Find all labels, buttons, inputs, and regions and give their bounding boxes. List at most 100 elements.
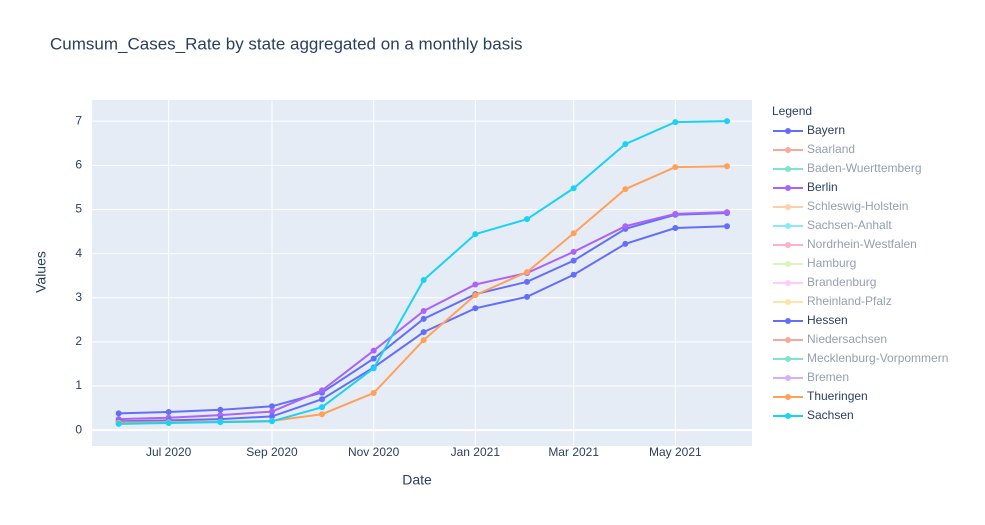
legend-item[interactable]: Bremen	[773, 370, 849, 384]
legend-label: Brandenburg	[807, 275, 876, 289]
data-point	[420, 329, 427, 336]
y-tick-label: 5	[75, 202, 82, 216]
legend-item[interactable]: Schleswig-Holstein	[773, 199, 908, 213]
y-tick-label: 0	[75, 422, 82, 436]
data-point	[570, 257, 577, 264]
data-point	[115, 410, 122, 417]
data-point	[672, 164, 679, 171]
x-tick-label: Jan 2021	[451, 445, 501, 459]
legend-item[interactable]: Niedersachsen	[773, 332, 887, 346]
data-point	[165, 409, 172, 416]
y-tick-label: 2	[75, 334, 82, 348]
legend-marker	[785, 394, 791, 400]
data-point	[570, 271, 577, 278]
x-tick-label: May 2021	[649, 445, 702, 459]
legend-label: Schleswig-Holstein	[807, 199, 908, 213]
legend-item[interactable]: Nordrhein-Westfalen	[773, 237, 917, 251]
legend-label: Sachsen	[807, 408, 854, 422]
legend-marker	[785, 318, 791, 324]
data-point	[524, 216, 530, 223]
data-point	[115, 420, 122, 427]
data-point	[269, 413, 275, 420]
legend-item[interactable]: Rheinland-Pfalz	[773, 294, 892, 308]
legend-item[interactable]: Berlin	[773, 180, 838, 194]
legend-label: Mecklenburg-Vorpommern	[807, 351, 948, 365]
y-tick-label: 7	[75, 113, 82, 127]
x-tick-label: Jul 2020	[146, 445, 192, 459]
data-point	[370, 355, 377, 362]
data-point	[472, 281, 479, 288]
legend-marker	[785, 242, 791, 248]
legend-item[interactable]: Sachsen-Anhalt	[773, 218, 892, 232]
data-point	[570, 230, 577, 237]
legend-item[interactable]: Thueringen	[773, 389, 868, 403]
legend-item[interactable]: Bayern	[773, 123, 845, 137]
legend-label: Bremen	[807, 370, 849, 384]
legend-item[interactable]: Brandenburg	[773, 275, 876, 289]
data-point	[622, 186, 629, 193]
legend-marker	[785, 166, 791, 172]
legend-label: Hessen	[807, 313, 848, 327]
data-point	[217, 419, 224, 426]
plot-area	[92, 100, 752, 446]
legend-marker	[785, 128, 791, 134]
legend-marker	[785, 223, 791, 229]
data-point	[370, 390, 377, 397]
legend-item[interactable]: Baden-Wuerttemberg	[773, 161, 922, 175]
data-point	[370, 365, 377, 372]
chart-title: Cumsum_Cases_Rate by state aggregated on…	[50, 34, 522, 53]
data-point	[622, 223, 629, 230]
legend-item[interactable]: Mecklenburg-Vorpommern	[773, 351, 948, 365]
legend-label: Rheinland-Pfalz	[807, 294, 892, 308]
legend-label: Nordrhein-Westfalen	[807, 237, 917, 251]
data-point	[570, 185, 577, 192]
legend-label: Saarland	[807, 142, 855, 156]
data-point	[420, 315, 427, 322]
legend-marker	[785, 375, 791, 381]
legend-marker	[785, 261, 791, 267]
data-point	[622, 240, 629, 247]
data-point	[420, 307, 427, 314]
data-point	[420, 277, 427, 284]
data-point	[269, 408, 275, 415]
legend-item[interactable]: Hamburg	[773, 256, 856, 270]
data-point	[724, 118, 730, 125]
x-axis-title: Date	[402, 472, 432, 488]
data-point	[524, 278, 530, 285]
legend-marker	[785, 356, 791, 362]
data-point	[622, 141, 629, 148]
legend-marker	[785, 185, 791, 191]
data-point	[269, 418, 275, 425]
data-point	[724, 223, 730, 230]
data-point	[319, 396, 325, 403]
data-point	[319, 404, 325, 411]
legend-label: Baden-Wuerttemberg	[807, 161, 922, 175]
data-point	[472, 231, 479, 238]
legend-label: Niedersachsen	[807, 332, 887, 346]
legend-label: Berlin	[807, 180, 838, 194]
data-point	[524, 293, 530, 300]
data-point	[724, 209, 730, 216]
legend-marker	[785, 299, 791, 305]
legend-item[interactable]: Saarland	[773, 142, 855, 156]
data-point	[672, 210, 679, 217]
data-point	[420, 337, 427, 344]
data-point	[269, 403, 275, 410]
data-point	[165, 420, 172, 427]
legend-marker	[785, 337, 791, 343]
legend-label: Thueringen	[807, 389, 868, 403]
legend-item[interactable]: Sachsen	[773, 408, 854, 422]
x-tick-label: Sep 2020	[246, 445, 298, 459]
data-point	[370, 347, 377, 354]
x-tick-label: Nov 2020	[348, 445, 400, 459]
legend-title: Legend	[772, 104, 812, 118]
data-point	[319, 411, 325, 418]
legend-item[interactable]: Hessen	[773, 313, 848, 327]
legend-marker	[785, 204, 791, 210]
y-axis-title: Values	[33, 251, 49, 293]
y-tick-label: 4	[75, 246, 82, 260]
legend-marker	[785, 147, 791, 153]
data-point	[672, 119, 679, 126]
legend-label: Sachsen-Anhalt	[807, 218, 892, 232]
